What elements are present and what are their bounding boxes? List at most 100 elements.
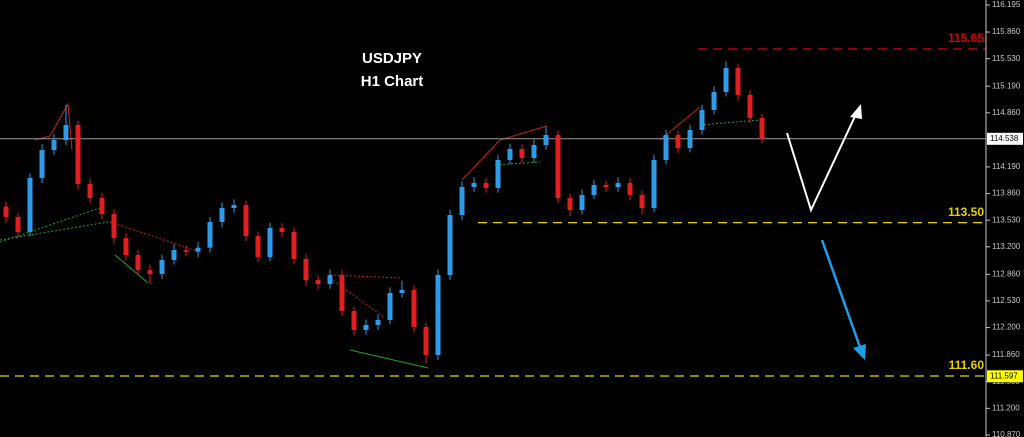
candle-body bbox=[531, 145, 537, 159]
chart-subtitle: H1 Chart bbox=[361, 73, 424, 90]
candle-body bbox=[567, 197, 573, 211]
price-tag bbox=[987, 370, 1023, 383]
trend-line bbox=[329, 277, 386, 319]
candle-body bbox=[459, 187, 465, 216]
pattern-line bbox=[114, 254, 149, 284]
candle-body bbox=[75, 124, 81, 185]
pattern-line bbox=[461, 125, 548, 181]
y-tick-label: 114.860 bbox=[992, 108, 1021, 117]
candle-body bbox=[159, 260, 165, 274]
candle-body bbox=[411, 289, 417, 328]
candle-body bbox=[723, 67, 729, 92]
candle-body bbox=[651, 159, 657, 209]
candle-body bbox=[519, 148, 525, 159]
projection-arrows bbox=[786, 104, 866, 360]
y-tick-label: 113.200 bbox=[992, 242, 1021, 251]
y-tick-label: 116.195 bbox=[992, 0, 1021, 9]
white-arrowhead bbox=[850, 104, 862, 119]
candle-body bbox=[735, 67, 741, 95]
y-tick-label: 112.860 bbox=[992, 269, 1021, 278]
candle-body bbox=[711, 91, 717, 110]
candle-body bbox=[219, 208, 225, 222]
chart-title: USDJPY bbox=[362, 50, 422, 67]
candle-body bbox=[363, 325, 369, 331]
pattern-line bbox=[349, 349, 429, 369]
pattern-line bbox=[659, 106, 701, 141]
candle-body bbox=[327, 275, 333, 284]
level-label: 111.60 bbox=[949, 358, 985, 372]
candle-body bbox=[687, 130, 693, 149]
candle-body bbox=[351, 310, 357, 331]
candle-body bbox=[423, 327, 429, 355]
candle-body bbox=[51, 140, 57, 151]
candle-body bbox=[639, 195, 645, 209]
white-arrow bbox=[786, 111, 858, 213]
level-label: 113.50 bbox=[948, 205, 984, 219]
price-tag bbox=[987, 132, 1023, 145]
candle-body bbox=[471, 182, 477, 188]
y-tick-label: 111.200 bbox=[992, 403, 1020, 412]
candle-body bbox=[387, 293, 393, 320]
candle-body bbox=[663, 135, 669, 160]
y-tick-label: 111.860 bbox=[992, 350, 1020, 359]
candle-body bbox=[183, 249, 189, 252]
candle-body bbox=[147, 270, 153, 274]
candle-body bbox=[339, 275, 345, 311]
candle-body bbox=[399, 289, 405, 294]
candle-body bbox=[267, 228, 273, 258]
candle-body bbox=[255, 236, 261, 258]
candle-body bbox=[699, 109, 705, 131]
candle-body bbox=[195, 247, 201, 252]
trend-line bbox=[0, 207, 101, 243]
candle-body bbox=[303, 258, 309, 281]
y-tick-label: 115.190 bbox=[992, 81, 1021, 90]
candle-body bbox=[375, 319, 381, 326]
candle-body bbox=[507, 148, 513, 160]
candle-body bbox=[123, 237, 129, 255]
candle-body bbox=[435, 275, 441, 355]
candle-body bbox=[543, 135, 549, 146]
y-tick-label: 114.190 bbox=[992, 162, 1021, 171]
candle-body bbox=[3, 206, 9, 217]
candle-body bbox=[15, 216, 21, 232]
candle-body bbox=[495, 159, 501, 188]
candle-body bbox=[87, 184, 93, 198]
level-label: 115.65 bbox=[948, 31, 984, 45]
candle-body bbox=[483, 182, 489, 188]
candle-body bbox=[279, 228, 285, 232]
y-tick-label: 113.860 bbox=[992, 189, 1021, 198]
price-tag-label: 114.538 bbox=[990, 134, 1019, 143]
candle-body bbox=[243, 205, 249, 237]
candle-body bbox=[603, 184, 609, 188]
candle-body bbox=[231, 205, 237, 209]
candle-body bbox=[747, 94, 753, 118]
y-tick-label: 112.200 bbox=[992, 323, 1021, 332]
candle-body bbox=[207, 221, 213, 248]
plot-area bbox=[0, 48, 986, 377]
candle-body bbox=[579, 195, 585, 211]
candle-body bbox=[291, 231, 297, 259]
price-tag-label: 111.597 bbox=[990, 371, 1018, 380]
trend-line bbox=[494, 161, 541, 166]
candle-body bbox=[171, 249, 177, 261]
candle-body bbox=[135, 254, 141, 271]
y-tick-label: 110.870 bbox=[992, 430, 1021, 437]
candle-body bbox=[615, 183, 621, 188]
y-tick-label: 112.530 bbox=[992, 296, 1021, 305]
blue-arrow bbox=[820, 239, 863, 351]
candle-body bbox=[27, 177, 33, 232]
pattern-lines bbox=[34, 102, 701, 369]
candle-body bbox=[63, 124, 69, 141]
candle-body bbox=[555, 135, 561, 198]
y-tick-label: 115.860 bbox=[992, 27, 1021, 36]
candle-body bbox=[111, 213, 117, 238]
candle-body bbox=[99, 197, 105, 214]
candle-body bbox=[447, 215, 453, 276]
blue-arrowhead bbox=[853, 344, 866, 360]
candle-body bbox=[627, 183, 633, 196]
candle-body bbox=[39, 150, 45, 178]
trend-lines bbox=[0, 119, 761, 319]
y-tick-label: 115.530 bbox=[992, 54, 1021, 63]
